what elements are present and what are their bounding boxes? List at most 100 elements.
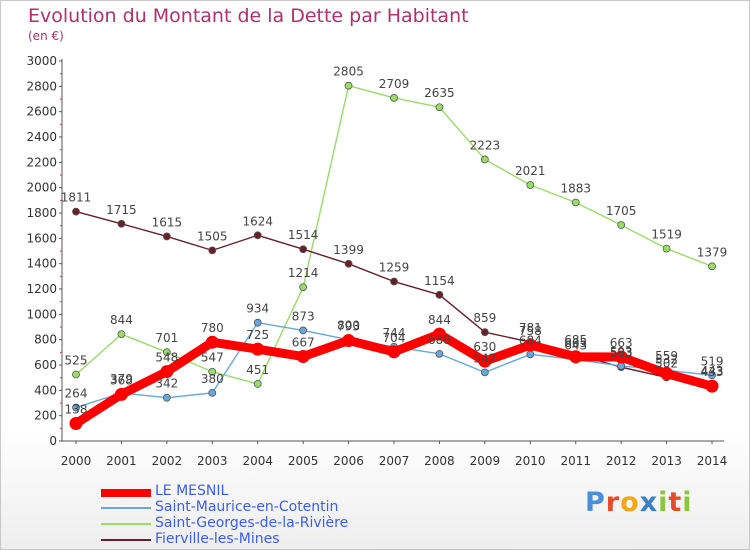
data-label-le-mesnil: 844 bbox=[428, 313, 451, 327]
data-label-saint-georges-de-la-riviere: 1883 bbox=[560, 181, 591, 195]
data-point-le-mesnil bbox=[705, 379, 719, 393]
data-point-le-mesnil bbox=[432, 327, 446, 341]
data-point-fierville-les-mines bbox=[435, 290, 444, 299]
legend-swatch bbox=[101, 489, 151, 497]
x-tick-label: 2005 bbox=[288, 454, 319, 468]
data-label-le-mesnil: 548 bbox=[155, 351, 178, 365]
data-point-saint-maurice-en-cotentin bbox=[162, 393, 171, 402]
data-label-saint-georges-de-la-riviere: 2709 bbox=[379, 77, 410, 91]
x-tick-label: 2004 bbox=[242, 454, 273, 468]
y-tick-label: 2200 bbox=[26, 155, 57, 169]
data-point-fierville-les-mines bbox=[208, 246, 217, 255]
data-point-fierville-les-mines bbox=[480, 328, 489, 337]
data-label-saint-maurice-en-cotentin: 593 bbox=[610, 345, 633, 359]
x-tick-label: 2003 bbox=[197, 454, 228, 468]
data-label-fierville-les-mines: 443 bbox=[701, 364, 724, 378]
x-tick-label: 2001 bbox=[106, 454, 137, 468]
data-point-saint-georges-de-la-riviere bbox=[162, 348, 171, 357]
x-tick-label: 2000 bbox=[61, 454, 92, 468]
data-point-fierville-les-mines bbox=[72, 207, 80, 216]
legend-swatch bbox=[101, 523, 151, 525]
data-point-saint-maurice-en-cotentin bbox=[299, 326, 308, 335]
data-label-saint-maurice-en-cotentin: 934 bbox=[246, 302, 269, 316]
data-label-saint-maurice-en-cotentin: 800 bbox=[337, 319, 360, 333]
y-tick-label: 3000 bbox=[26, 54, 57, 68]
data-point-fierville-les-mines bbox=[299, 245, 308, 254]
data-point-fierville-les-mines bbox=[162, 232, 171, 241]
data-label-saint-maurice-en-cotentin: 380 bbox=[201, 372, 224, 386]
y-tick-label: 2000 bbox=[26, 181, 57, 195]
data-label-saint-georges-de-la-riviere: 1379 bbox=[697, 245, 728, 259]
data-label-saint-georges-de-la-riviere: 1705 bbox=[606, 204, 637, 218]
data-label-le-mesnil: 793 bbox=[337, 320, 360, 334]
data-point-le-mesnil bbox=[114, 387, 128, 401]
data-label-fierville-les-mines: 1399 bbox=[333, 243, 364, 257]
data-label-saint-maurice-en-cotentin: 542 bbox=[473, 351, 496, 365]
data-label-saint-georges-de-la-riviere: 2021 bbox=[515, 164, 546, 178]
chart-subtitle: (en €) bbox=[28, 29, 64, 43]
data-point-le-mesnil bbox=[69, 417, 83, 431]
data-point-le-mesnil bbox=[478, 354, 492, 368]
y-tick-label: 1200 bbox=[26, 282, 57, 296]
data-label-saint-maurice-en-cotentin: 688 bbox=[428, 333, 451, 347]
legend-label: Fierville-les-Mines bbox=[155, 531, 280, 547]
legend-label: Saint-Maurice-en-Cotentin bbox=[155, 499, 339, 515]
data-label-saint-georges-de-la-riviere: 1214 bbox=[288, 266, 319, 280]
x-tick-label: 2012 bbox=[606, 454, 637, 468]
line-chart: 0 200 400 600 800 1000 1200 1400 1600 1800 2000 220… bbox=[26, 54, 728, 468]
data-label-saint-maurice-en-cotentin: 559 bbox=[655, 349, 678, 363]
data-label-fierville-les-mines: 1505 bbox=[197, 229, 228, 243]
data-point-le-mesnil bbox=[660, 367, 674, 381]
data-label-saint-georges-de-la-riviere: 844 bbox=[110, 313, 133, 327]
x-tick-label: 2006 bbox=[333, 454, 364, 468]
y-tick-label: 0 bbox=[49, 434, 57, 448]
x-tick-label: 2013 bbox=[651, 454, 682, 468]
data-point-le-mesnil bbox=[342, 334, 356, 348]
x-tick-label: 2014 bbox=[697, 454, 728, 468]
data-point-le-mesnil bbox=[205, 335, 219, 349]
logo-letter: o bbox=[620, 487, 640, 518]
data-label-le-mesnil: 368 bbox=[110, 373, 133, 387]
data-point-saint-georges-de-la-riviere bbox=[390, 93, 398, 102]
data-point-saint-maurice-en-cotentin bbox=[708, 371, 716, 380]
x-tick-label: 2011 bbox=[560, 454, 591, 468]
data-label-saint-maurice-en-cotentin: 684 bbox=[519, 333, 542, 347]
y-tick-label: 1800 bbox=[26, 206, 57, 220]
logo-letter: x bbox=[639, 487, 659, 518]
y-tick-label: 400 bbox=[34, 383, 57, 397]
data-labels-layer: 525 844 701 547 451 1214 2805 2709 2635 2223 2021 1… bbox=[61, 65, 728, 417]
data-label-saint-georges-de-la-riviere: 525 bbox=[65, 354, 88, 368]
data-label-saint-georges-de-la-riviere: 547 bbox=[201, 351, 224, 365]
data-point-le-mesnil bbox=[251, 342, 265, 356]
logo-letter: r bbox=[605, 487, 621, 518]
legend-swatch bbox=[101, 539, 151, 541]
data-label-saint-georges-de-la-riviere: 2805 bbox=[333, 65, 364, 79]
data-point-saint-georges-de-la-riviere bbox=[117, 330, 126, 338]
data-point-fierville-les-mines bbox=[390, 277, 398, 286]
data-point-saint-maurice-en-cotentin bbox=[435, 349, 444, 358]
data-label-fierville-les-mines: 1154 bbox=[424, 274, 455, 288]
series-layer bbox=[69, 81, 719, 431]
logo-letter: i bbox=[658, 487, 669, 518]
data-label-le-mesnil: 138 bbox=[65, 403, 88, 417]
data-point-le-mesnil bbox=[523, 338, 537, 352]
data-label-saint-maurice-en-cotentin: 519 bbox=[701, 354, 724, 368]
x-tick-label: 2007 bbox=[379, 454, 410, 468]
data-point-saint-georges-de-la-riviere bbox=[253, 379, 262, 388]
data-point-fierville-les-mines bbox=[344, 259, 353, 268]
data-point-le-mesnil bbox=[569, 350, 583, 364]
legend-label: LE MESNIL bbox=[155, 483, 229, 499]
data-point-le-mesnil bbox=[614, 350, 628, 364]
data-point-saint-georges-de-la-riviere bbox=[435, 103, 444, 112]
data-label-saint-georges-de-la-riviere: 2635 bbox=[424, 86, 455, 100]
y-tick-label: 1400 bbox=[26, 257, 57, 271]
data-label-fierville-les-mines: 1715 bbox=[106, 203, 137, 217]
logo-letter: P bbox=[585, 487, 606, 518]
y-tick-label: 2800 bbox=[26, 79, 57, 93]
data-point-saint-georges-de-la-riviere bbox=[299, 283, 308, 292]
x-tick-label: 2010 bbox=[515, 454, 546, 468]
data-label-le-mesnil: 630 bbox=[473, 340, 496, 354]
data-label-fierville-les-mines: 583 bbox=[610, 346, 633, 360]
data-label-fierville-les-mines: 1811 bbox=[61, 191, 92, 205]
data-label-le-mesnil: 667 bbox=[292, 336, 315, 350]
